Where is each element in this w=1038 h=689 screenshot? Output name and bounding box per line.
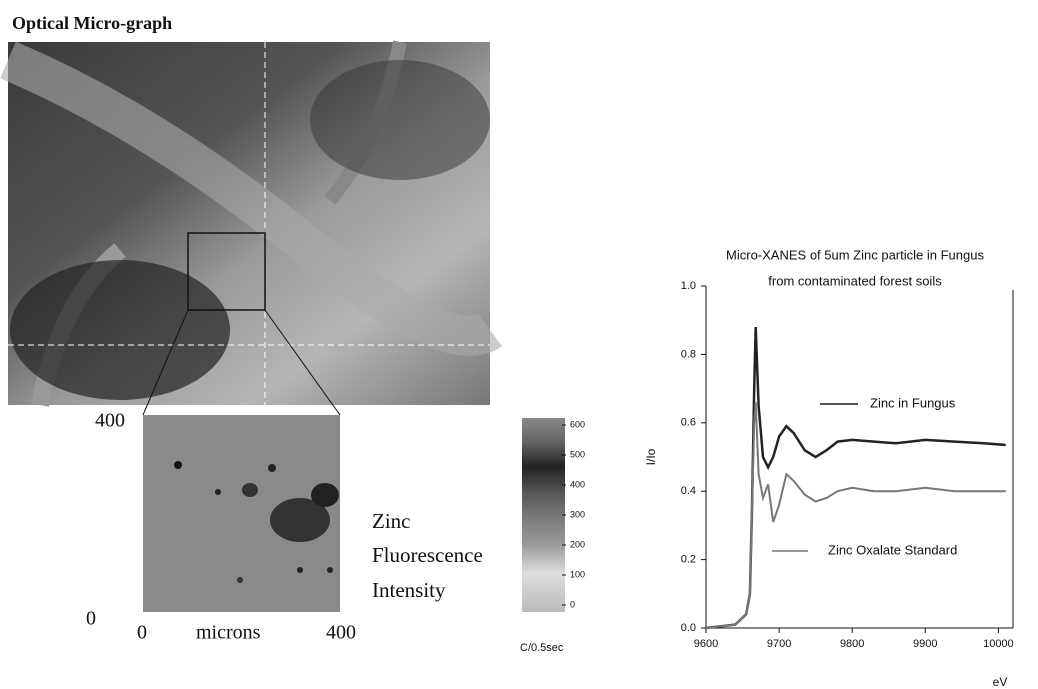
legend-label: Zinc in Fungus (870, 395, 956, 410)
fluorescence-map (143, 415, 340, 612)
plot-frame (705, 286, 1014, 629)
chart-subtitle: from contaminated forest soils (768, 273, 942, 288)
map-caption: Intensity (372, 578, 446, 602)
colorbar-tick-label: 500 (570, 449, 585, 459)
map-y-min: 0 (86, 608, 96, 630)
x-tick-label: 10000 (983, 638, 1014, 650)
y-tick-label: 0.6 (681, 417, 696, 429)
x-tick-label: 9800 (840, 638, 864, 650)
map-caption: Zinc (372, 509, 410, 533)
colorbar-tick-label: 100 (570, 569, 585, 579)
y-tick-label: 0.8 (681, 348, 696, 360)
colorbar (522, 418, 565, 612)
x-tick-label: 9900 (913, 638, 937, 650)
legend-label: Zinc Oxalate Standard (828, 542, 957, 557)
map-x-max: 400 (326, 622, 356, 644)
y-tick-label: 0.4 (681, 485, 696, 497)
colorbar-unit: C/0.5sec (520, 642, 564, 654)
x-axis-label: eV (993, 675, 1008, 689)
map-y-max: 400 (95, 410, 125, 432)
x-tick-label: 9600 (694, 638, 718, 650)
map-x-min: 0 (137, 622, 147, 644)
series-line (705, 402, 1006, 629)
colorbar-tick-label: 600 (570, 419, 585, 429)
y-tick-label: 0.0 (681, 622, 696, 634)
colorbar-tick-label: 0 (570, 599, 575, 609)
map-x-label: microns (196, 622, 261, 644)
y-axis-label: I/Io (644, 448, 658, 465)
colorbar-tick-label: 400 (570, 479, 585, 489)
map-caption: Fluorescence (372, 543, 483, 567)
colorbar-tick-label: 200 (570, 539, 585, 549)
colorbar-tick-label: 300 (570, 509, 585, 519)
micrograph-title: Optical Micro-graph (12, 13, 172, 33)
micrograph-image (0, 40, 502, 416)
chart-title: Micro-XANES of 5um Zinc particle in Fung… (726, 247, 984, 262)
y-tick-label: 0.2 (681, 554, 696, 566)
y-tick-label: 1.0 (681, 280, 696, 292)
x-tick-label: 9700 (767, 638, 791, 650)
